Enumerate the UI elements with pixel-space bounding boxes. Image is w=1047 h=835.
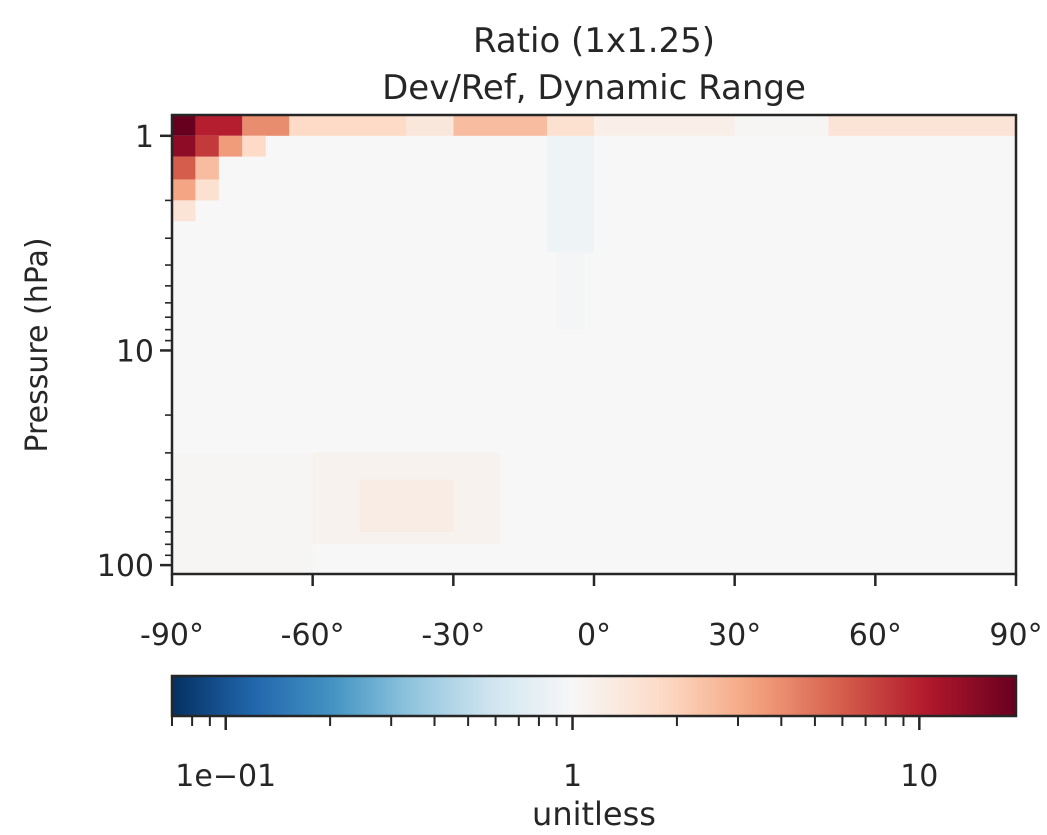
heatmap-cell [195, 135, 219, 157]
heatmap-cell [289, 115, 407, 136]
heatmap-cell [242, 135, 266, 157]
heatmap-cell [242, 115, 290, 136]
heatmap-cell [172, 179, 196, 201]
colorbar-tick-label: 1 [563, 759, 582, 794]
colorbar-frame [170, 674, 1018, 718]
heatmap-cell [594, 115, 735, 136]
heatmap-cell [172, 115, 196, 136]
heatmap-cell [556, 252, 585, 330]
heatmap-cell [453, 115, 548, 136]
heatmap-cell [195, 179, 219, 201]
y-axis-label: Pressure (hPa) [20, 237, 55, 452]
heatmap-cell [547, 135, 594, 253]
x-tick-label: -60° [281, 618, 345, 653]
chart-title: Ratio (1x1.25) [473, 21, 715, 61]
colorbar-ticks: 1e−01 1 10 [171, 716, 938, 794]
x-tick-label: -30° [421, 618, 485, 653]
y-axis: 1 10 100 [97, 120, 172, 584]
heatmap-cell [195, 115, 243, 136]
heatmap-cell [359, 479, 454, 532]
y-tick-label: 100 [97, 549, 154, 584]
x-tick-label: 90° [989, 618, 1042, 653]
chart-subtitle: Dev/Ref, Dynamic Range [382, 68, 806, 108]
x-tick-label: 30° [708, 618, 761, 653]
heatmap-cell [172, 135, 196, 157]
colorbar: 1e−01 1 10 [170, 674, 1018, 794]
colorbar-gradient [172, 676, 1016, 716]
heatmap-cell [195, 156, 219, 180]
x-tick-label: -90° [140, 618, 204, 653]
heatmap-cell [406, 115, 454, 136]
x-tick-label: 60° [849, 618, 902, 653]
x-axis: -90° -60° -30° 0° 30° 60° 90° [140, 574, 1043, 653]
y-tick-label: 1 [135, 120, 154, 155]
heatmap-cell [172, 200, 196, 222]
colorbar-tick-label: 1e−01 [175, 759, 276, 794]
heatmap-cell [218, 135, 243, 157]
colorbar-tick-label: 10 [900, 759, 938, 794]
heatmap-cells [172, 115, 1016, 574]
heatmap-cell [172, 156, 196, 180]
heatmap-cell [547, 115, 594, 136]
heatmap-cell [734, 115, 829, 136]
colorbar-label: unitless [532, 795, 656, 833]
heatmap-cell [172, 452, 313, 574]
heatmap-cell [828, 115, 1016, 136]
x-tick-label: 0° [577, 618, 611, 653]
y-tick-label: 10 [116, 334, 154, 369]
